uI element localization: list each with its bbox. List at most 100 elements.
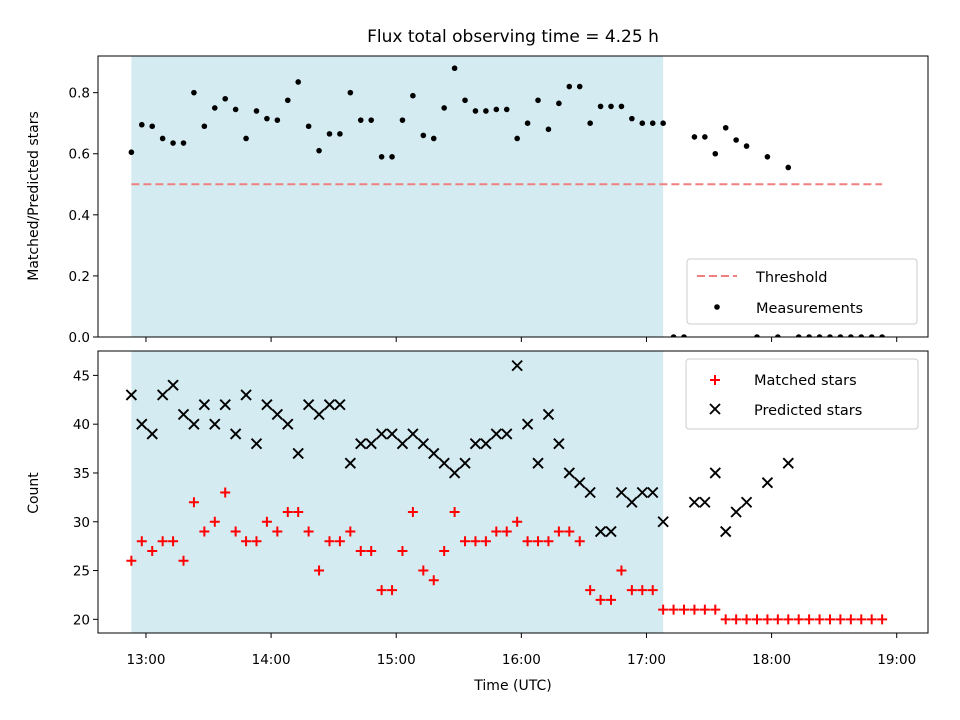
measurement-point [879,334,885,337]
predicted-star-point [396,438,409,450]
predicted-star-point [271,408,284,421]
measurement-point [128,149,135,156]
measurement-point [201,123,208,130]
measurement-point [576,83,583,90]
predicted-star-point [469,438,482,450]
x-tick-label: 16:00 [502,652,541,668]
matched-star-point [751,614,762,625]
x-tick-label: 19:00 [877,652,916,668]
predicted-star-point [344,457,357,469]
chart-title: Flux total observing time = 4.25 h [367,27,659,47]
measurement-point [556,100,562,107]
matched-star-point [178,555,189,566]
matched-star-point [449,507,460,518]
measurement-point [159,135,166,142]
x-tick-label: 13:00 [127,652,166,668]
measurement-point [535,97,541,104]
measurement-point [775,334,781,337]
measurement-point [284,97,291,104]
matched-star-point [772,614,783,625]
matched-star-point [188,497,199,508]
measurement-point [806,334,812,337]
bottom-y-tick-label: 30 [73,515,90,531]
matched-star-point [136,536,147,547]
predicted-star-point [428,447,440,460]
matched-star-point [741,614,752,625]
matched-star-point [418,565,429,576]
measurement-point [608,103,614,110]
measurement-point [337,131,343,137]
predicted-star-point [219,398,231,411]
bottom-y-tick-label: 40 [73,417,90,433]
measurement-point [180,140,187,146]
measurement-point [837,334,844,337]
predicted-star-point [605,525,617,538]
top-y-tick-label: 0.6 [69,147,90,163]
predicted-star-point [720,525,732,538]
matched-star-point [658,604,669,615]
measurement-point [274,117,281,123]
predicted-star-point [240,389,252,401]
top-y-tick-label: 0.2 [69,269,90,285]
matched-star-point [251,536,262,547]
matched-star-point [647,585,658,596]
matched-star-point [428,575,439,586]
measurement-point [827,334,833,337]
measurement-point [754,334,760,337]
predicted-star-point [375,428,388,440]
matched-star-point [877,614,888,625]
measurement-point [420,132,427,139]
matched-star-point [220,487,231,498]
measurement-point [243,135,249,142]
matched-star-point [334,536,345,547]
predicted-star-point [250,438,263,450]
matched-star-point [626,585,637,596]
measurement-point [305,123,312,130]
measurement-point [691,134,698,140]
bottom-axes-frame [97,350,929,634]
measurement-point [347,89,354,96]
measurement-point [743,143,750,149]
matched-star-point [845,614,856,625]
predicted-star-point [761,477,774,489]
predicted-star-point [261,398,273,411]
top-y-axis-label: Matched/Predicted stars [26,111,42,281]
matched-star-point [366,546,377,557]
predicted-star-point [594,525,607,538]
bottom-y-tick-label: 25 [73,564,90,580]
matched-star-point [168,536,179,547]
matched-star-point [679,604,690,615]
measurement-point [149,123,156,130]
bottom-y-tick-label: 45 [73,368,90,384]
legend-measurements-swatch [714,304,720,310]
matched-star-point [282,507,293,518]
top-plot-area [128,65,885,337]
matched-star-point [272,526,283,537]
measurement-point [848,334,854,337]
measurement-point [733,137,739,143]
matched-star-point [470,536,481,547]
predicted-star-point [292,447,304,460]
measurement-point [764,153,771,160]
measurement-point [410,92,416,99]
measurement-point [368,117,374,123]
predicted-star-point [188,418,200,430]
matched-star-point [793,614,804,625]
top-shaded-region [131,56,664,337]
top-legend-box [686,258,918,325]
predicted-star-point [459,457,471,469]
predicted-star-point [626,496,638,508]
bottom-shaded-region [131,351,664,633]
measurement-point [524,120,531,126]
top-panel: 0.0 0.2 0.4 0.6 0.8 Threshold Measurements [69,55,929,346]
measurement-point [566,83,573,90]
matched-star-point [804,614,815,625]
measurement-point [378,153,385,160]
measurement-point [503,106,510,113]
x-tick-label: 14:00 [252,652,291,668]
measurement-point [649,120,656,126]
predicted-star-point [355,438,367,450]
measurement-point [816,334,823,337]
matched-star-point [126,555,137,566]
